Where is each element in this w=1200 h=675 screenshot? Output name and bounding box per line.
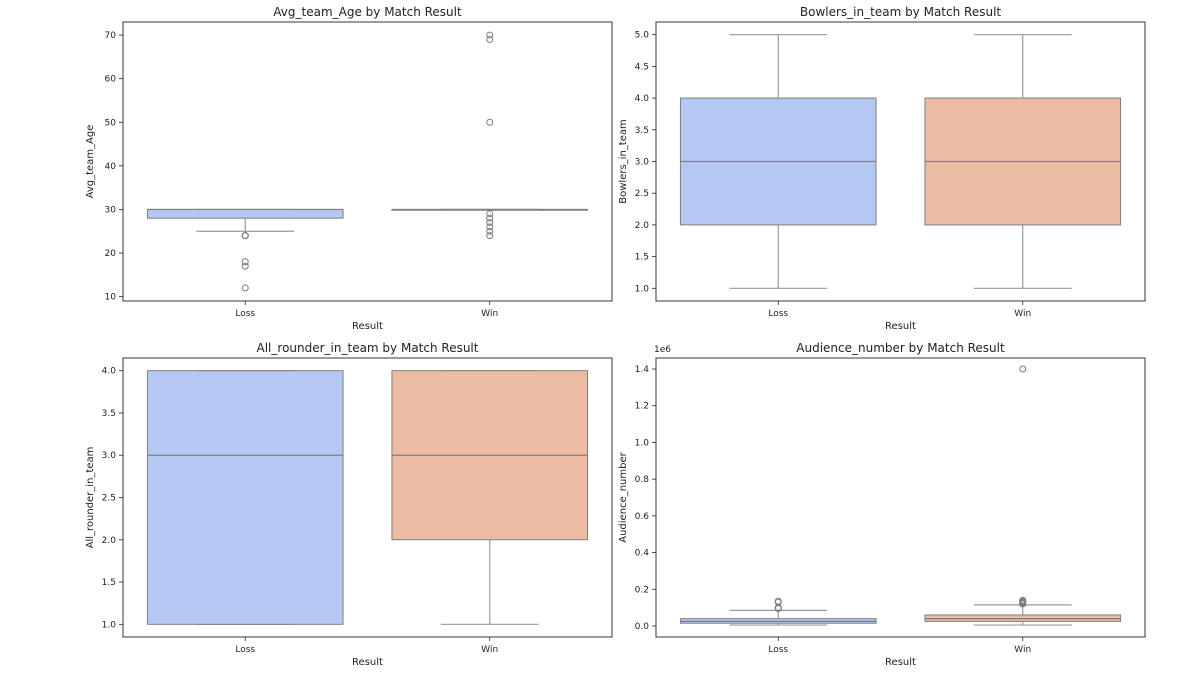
subplot-title: Audience_number by Match Result [796, 341, 1005, 355]
outlier-point [486, 214, 494, 222]
axes-frame [122, 21, 613, 302]
y-tick-label: 50 [105, 118, 117, 128]
iqr-box [146, 208, 344, 219]
x-tick-label: Loss [235, 309, 255, 319]
y-axis-label: All_rounder_in_team [85, 447, 96, 549]
outlier-point [486, 223, 494, 231]
outlier-point [486, 232, 494, 240]
x-tick-label: Win [1014, 645, 1031, 655]
y-tick-label: 1.2 [635, 402, 649, 412]
x-tick-label: Win [481, 645, 498, 655]
axes-frame [655, 357, 1146, 638]
y-tick-label: 5.0 [635, 31, 650, 41]
y-tick-label: 0.6 [635, 512, 650, 522]
outlier-point [1019, 365, 1027, 373]
y-tick-label: 0.0 [635, 622, 650, 632]
outlier-point [1019, 596, 1027, 604]
y-tick-label: 0.4 [635, 549, 650, 559]
y-tick-label: 4.5 [635, 62, 649, 72]
axes-frame [122, 357, 613, 638]
axes-frame [655, 21, 1146, 302]
iqr-box [146, 370, 344, 625]
box-loss [679, 597, 877, 626]
y-tick-label: 1.0 [635, 284, 650, 294]
y-axis-label: Bowlers_in_team [618, 119, 629, 203]
box-loss [679, 34, 877, 289]
subplot-title: All_rounder_in_team by Match Result [257, 341, 479, 355]
outlier-point [774, 597, 782, 605]
x-tick-label: Loss [768, 309, 788, 319]
y-tick-label: 10 [105, 293, 117, 303]
outlier-point [486, 118, 494, 126]
outlier-point [241, 262, 249, 270]
box-win [924, 365, 1122, 626]
y-tick-label: 40 [105, 162, 117, 172]
x-tick-label: Win [1014, 309, 1031, 319]
box-loss [146, 370, 344, 625]
y-tick-label: 20 [105, 249, 117, 259]
subplot-2: Bowlers_in_team by Match Result 1.0 1.5 2.0… [618, 5, 1146, 332]
outlier-point [486, 219, 494, 227]
outlier-point [241, 284, 249, 292]
box-loss [146, 208, 344, 292]
subplot-title: Avg_team_Age by Match Result [273, 5, 462, 19]
y-tick-label: 3.5 [102, 409, 116, 419]
box-win [391, 370, 589, 625]
x-axis-label: Result [352, 321, 383, 332]
x-axis-label: Result [885, 321, 916, 332]
outlier-point [241, 232, 249, 240]
box-win [391, 31, 589, 240]
subplot-title: Bowlers_in_team by Match Result [800, 5, 1002, 19]
outlier-point [486, 31, 494, 39]
subplot-4: Audience_number by Match Result 0.0 0.2 0.4… [618, 341, 1146, 668]
y-tick-label: 2.5 [102, 494, 116, 504]
y-tick-label: 60 [105, 75, 117, 85]
y-tick-label: 1.5 [102, 578, 116, 588]
outlier-point [486, 210, 494, 218]
y-tick-label: 2.0 [635, 221, 650, 231]
subplot-3: All_rounder_in_team by Match Result 1.0 1.… [85, 341, 613, 668]
y-tick-label: 2.5 [635, 189, 649, 199]
y-offset-label: 1e6 [654, 345, 671, 355]
y-tick-label: 4.0 [635, 94, 650, 104]
y-tick-label: 2.0 [102, 536, 117, 546]
y-axis-label: Avg_team_Age [85, 125, 96, 199]
y-tick-label: 1.4 [635, 365, 650, 375]
outlier-point [486, 227, 494, 235]
box-win [924, 34, 1122, 289]
x-tick-label: Loss [235, 645, 255, 655]
x-axis-label: Result [352, 657, 383, 668]
outlier-point [241, 258, 249, 266]
y-tick-label: 70 [105, 31, 117, 41]
y-tick-label: 3.0 [102, 451, 117, 461]
subplot-1: Avg_team_Age by Match Result 10 20 30 40 50 60… [85, 5, 613, 332]
outlier-point [486, 35, 494, 43]
y-axis-label: Audience_number [618, 451, 629, 542]
y-tick-label: 4.0 [102, 367, 117, 377]
y-tick-label: 0.8 [635, 475, 650, 485]
x-tick-label: Win [481, 309, 498, 319]
y-tick-label: 30 [105, 205, 117, 215]
y-tick-label: 3.0 [635, 158, 650, 168]
y-tick-label: 1.0 [635, 438, 650, 448]
y-tick-label: 1.5 [635, 253, 649, 263]
x-tick-label: Loss [768, 645, 788, 655]
y-tick-label: 1.0 [102, 620, 117, 630]
y-tick-label: 3.5 [635, 126, 649, 136]
y-tick-label: 0.2 [635, 585, 649, 595]
x-axis-label: Result [885, 657, 916, 668]
